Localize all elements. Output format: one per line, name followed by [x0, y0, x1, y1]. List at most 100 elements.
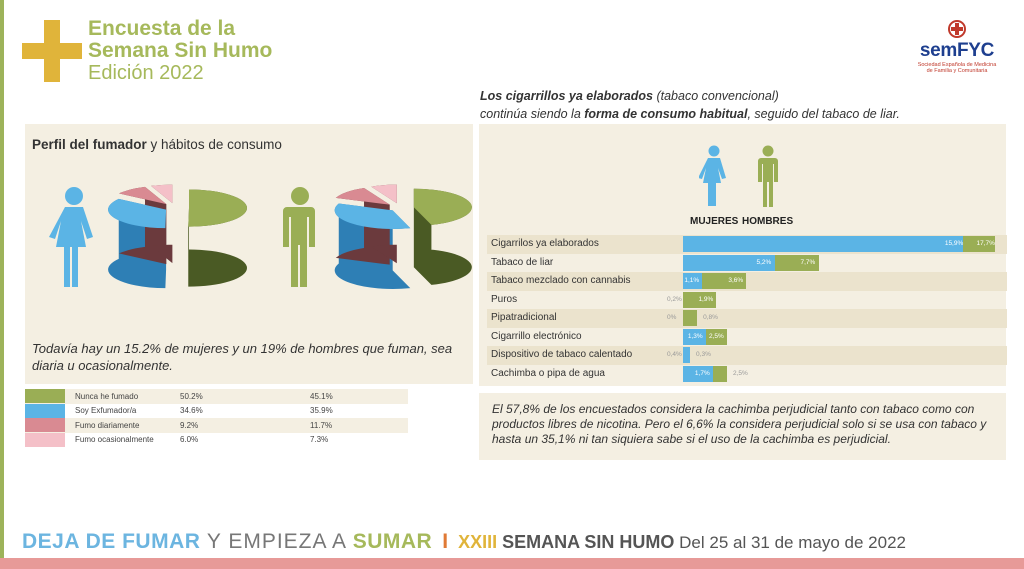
bar-men — [683, 310, 698, 326]
legend-row: Fumo diariamente 9.2% 11.7% — [25, 418, 408, 433]
legend-swatch — [25, 403, 65, 418]
bar-women — [683, 347, 691, 363]
semfyc-sub-1: Sociedad Española de Medicina — [917, 62, 997, 68]
profile-summary-text: Todavía hay un 15.2% de mujeres y un 19%… — [32, 341, 453, 373]
semfyc-sub-2: de Familia y Comunitaria — [926, 68, 988, 74]
man-icon — [283, 187, 315, 287]
footer-slogan: DEJA DE FUMAR Y EMPIEZA A SUMAR I XXIII SE… — [22, 530, 906, 554]
women-legend: MUJERES — [690, 145, 738, 227]
pie-slice-hombres-2 — [335, 188, 390, 205]
profile-pie-charts — [49, 184, 472, 289]
bottom-accent-bar — [0, 558, 1024, 569]
profile-legend-table: Nunca he fumado 50.2% 45.1% Soy Exfumador/a… — [25, 389, 408, 447]
pie-slice-mujeres-0 — [188, 189, 247, 227]
bar-category-label: Cigarrillo electrónico — [491, 330, 582, 342]
legend-value-men: 11.7% — [310, 420, 333, 430]
bar-row: Cigarrilos ya elaborados 15,9% 17,7% — [487, 235, 1007, 254]
bar-category-label: Cigarrilos ya elaborados — [491, 238, 599, 249]
pie-slice-hombres-3 — [371, 184, 397, 204]
semfyc-logo: semFYC Sociedad Española de Medicina de … — [902, 20, 1012, 74]
pie-slice-hombres-0 — [413, 188, 472, 225]
pie-slice-side — [335, 188, 390, 265]
legend-swatch — [25, 418, 65, 433]
bar-row: Tabaco mezclado con cannabis 1,1% 3,6% — [487, 272, 1007, 291]
intro-text-3: , seguido del tabaco de liar. — [747, 107, 900, 121]
bar-label-men: 7,7% — [800, 258, 816, 266]
hookah-panel — [479, 393, 1006, 460]
semfyc-name: semFYC — [919, 40, 995, 61]
intro-bold-1: Los cigarrillos ya elaborados — [480, 89, 653, 103]
legend-value-men: 35.9% — [310, 406, 333, 416]
bar-label-men: 2,5% — [709, 332, 724, 340]
legend-label: Soy Exfumador/a — [75, 406, 137, 416]
bar-label-women: 15,9% — [944, 240, 964, 247]
bar-women — [683, 254, 775, 271]
bar-women — [683, 328, 706, 345]
bar-label-women: 0,4% — [667, 351, 682, 358]
man-legend-icon — [757, 145, 778, 207]
woman-icon — [49, 187, 93, 287]
women-label: MUJERES — [690, 216, 739, 227]
pie-slice-side — [119, 186, 167, 265]
bar-label-men: 0,3% — [696, 351, 711, 358]
legend-row: Soy Exfumador/a 34.6% 35.9% — [25, 403, 408, 418]
semfyc-emblem-icon — [948, 20, 966, 38]
footer-part-5: SEMANA SIN HUMO — [497, 532, 675, 552]
bar-men — [683, 291, 717, 308]
consumption-bar-chart: Cigarrilos ya elaborados 15,9% 17,7% Tabaco… — [487, 235, 1007, 383]
legend-swatch — [25, 432, 65, 447]
profile-panel — [25, 124, 473, 384]
intro-text: Los cigarrillos ya elaborados (tabaco co… — [480, 87, 980, 123]
title-edition: Edición 2022 — [88, 62, 204, 84]
bar-category-label: Tabaco mezclado con cannabis — [491, 275, 631, 286]
bar-label-women: 0% — [667, 314, 677, 321]
pie-slice-mujeres-2 — [119, 186, 167, 205]
title-line-1: Encuesta de la — [88, 17, 236, 40]
bar-label-men: 1,9% — [698, 295, 714, 303]
bar-category-label: Cachimba o pipa de agua — [491, 367, 605, 379]
bar-row: Puros 0,2% 1,9% — [487, 291, 1007, 310]
bar-label-women: 5,2% — [756, 258, 772, 266]
legend-label: Fumo ocasionalmente — [75, 435, 154, 445]
footer-part-6: Del 25 al 31 de mayo de 2022 — [674, 533, 906, 552]
title-line-2: Semana Sin Humo — [88, 39, 273, 62]
legend-swatch — [25, 389, 65, 404]
footer-part-2: Y EMPIEZA A — [200, 530, 353, 553]
bar-category-label: Puros — [491, 293, 518, 305]
legend-value-women: 6.0% — [180, 435, 199, 445]
pie-slice-mujeres-1 — [108, 198, 167, 229]
left-accent-rule — [0, 0, 4, 569]
intro-bold-2: forma de consumo habitual — [584, 107, 748, 121]
profile-heading: Perfil del fumador y hábitos de consumo — [32, 137, 282, 152]
bar-row: Dispositivo de tabaco calentado 0,4% 0,3% — [487, 346, 1007, 365]
bar-row: Tabaco de liar 5,2% 7,7% — [487, 254, 1007, 273]
bar-row: Cachimba o pipa de agua 1,7% 2,5% — [487, 365, 1007, 384]
legend-value-women: 34.6% — [180, 406, 203, 416]
men-legend: HOMBRES — [742, 145, 793, 227]
pie-slice-mujeres-3 — [151, 184, 173, 204]
bar-label-men: 0,8% — [703, 314, 718, 321]
legend-row: Nunca he fumado 50.2% 45.1% — [25, 389, 408, 404]
legend-value-men: 7.3% — [310, 435, 329, 445]
bar-label-men: 3,6% — [728, 277, 744, 284]
legend-value-men: 45.1% — [310, 391, 333, 401]
bar-label-women: 1,1% — [684, 277, 700, 284]
intro-text-2: continúa siendo la — [480, 107, 585, 121]
legend-label: Nunca he fumado — [75, 391, 139, 401]
bar-category-label: Dispositivo de tabaco calentado — [491, 349, 633, 360]
bar-row: Cigarrillo electrónico 1,3% 2,5% — [487, 328, 1007, 347]
footer-part-3: SUMAR — [352, 530, 433, 553]
men-label: HOMBRES — [742, 216, 794, 227]
footer-part-1: DEJA DE FUMAR — [22, 530, 201, 553]
intro-text-1: (tabaco convencional) — [652, 89, 779, 103]
bar-label-women: 1,3% — [687, 332, 703, 340]
bar-women — [683, 365, 713, 382]
page-title: Encuesta de la Semana Sin Humo Edición 2… — [88, 17, 273, 85]
bar-label-women: 0,2% — [667, 295, 682, 303]
bar-label-men: 2,5% — [733, 369, 748, 377]
bar-row: Pipatradicional 0% 0,8% — [487, 309, 1007, 328]
bar-category-label: Pipatradicional — [491, 312, 557, 323]
pie-slice-hombres-1 — [334, 203, 411, 229]
plus-logo-icon — [22, 20, 82, 82]
footer-part-4: XXIII — [458, 532, 498, 552]
